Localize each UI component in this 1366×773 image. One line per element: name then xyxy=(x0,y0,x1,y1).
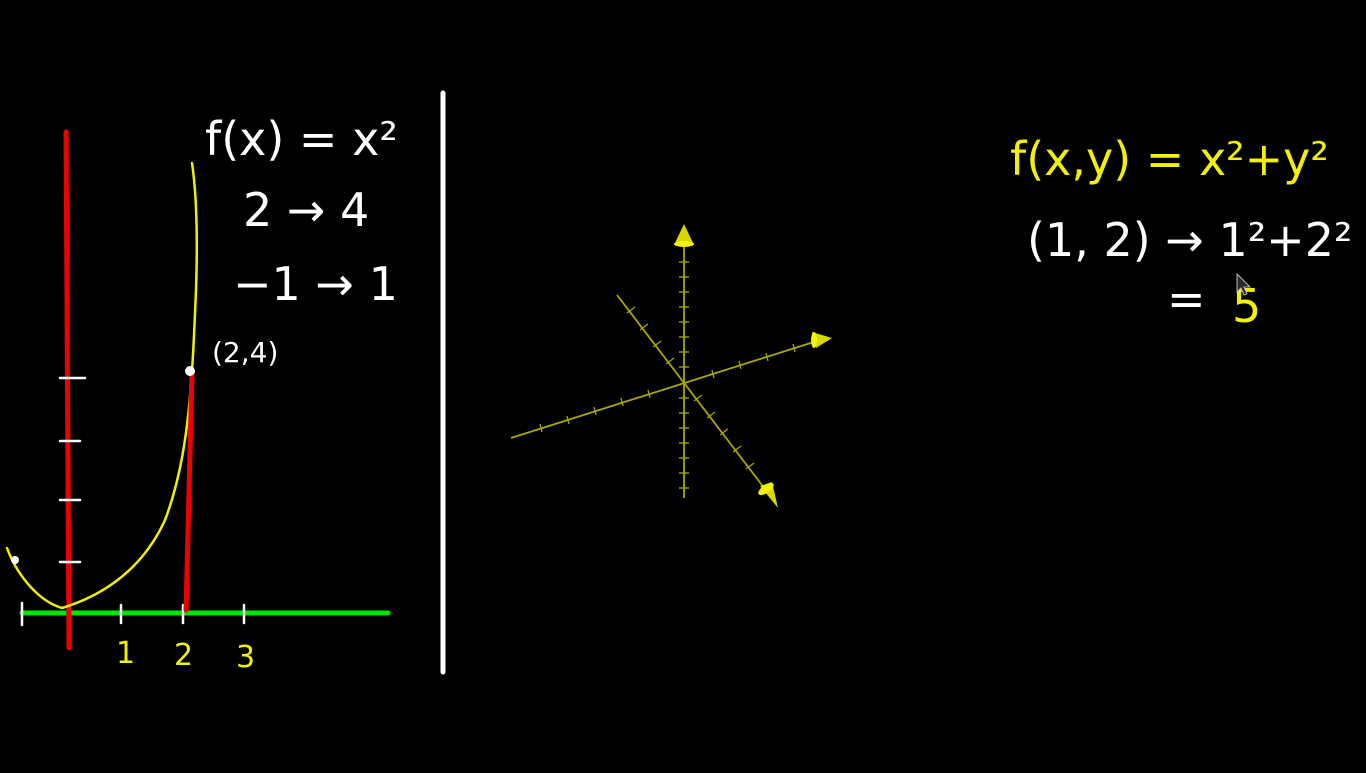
x-axis-3d xyxy=(616,294,769,494)
evaluation-line: (1, 2) → 1²+2² xyxy=(1027,213,1352,267)
3d-axes xyxy=(510,224,832,508)
result-equals: = xyxy=(1167,272,1206,326)
y-axis-3d-arrow xyxy=(812,332,832,348)
x-tick-label-1: 1 xyxy=(116,636,135,671)
mouse-cursor-icon xyxy=(1236,272,1252,296)
y-axis xyxy=(63,129,72,651)
point-left xyxy=(11,556,19,564)
right-panel: f(x,y) = x²+y² (1, 2) → 1²+2² = 5 xyxy=(1010,132,1352,333)
x-axis-ticks xyxy=(20,601,246,627)
mapping-2-to-4: 2 → 4 xyxy=(243,183,369,237)
y-axis-ticks xyxy=(58,376,87,564)
point-label: (2,4) xyxy=(212,336,278,369)
function-label-1d: f(x) = x² xyxy=(205,112,398,166)
point-2-4 xyxy=(185,366,195,376)
parabola-curve xyxy=(5,161,199,610)
mapping-neg1-to-1: −1 → 1 xyxy=(233,257,398,311)
y-axis-3d xyxy=(510,339,821,439)
z-axis-arrow xyxy=(674,224,694,245)
z-axis-ticks xyxy=(679,261,689,489)
x-tick-label-3: 3 xyxy=(236,640,255,675)
left-graph: 1 2 3 (2,4) f(x) = x² 2 → 4 −1 → 1 xyxy=(5,112,398,675)
x-tick-label-2: 2 xyxy=(174,638,193,673)
function-label-2d: f(x,y) = x²+y² xyxy=(1010,132,1329,186)
x-axis-3d-ticks xyxy=(626,306,755,470)
y-axis-3d-ticks xyxy=(539,343,796,433)
value-line-at-2 xyxy=(183,369,195,613)
